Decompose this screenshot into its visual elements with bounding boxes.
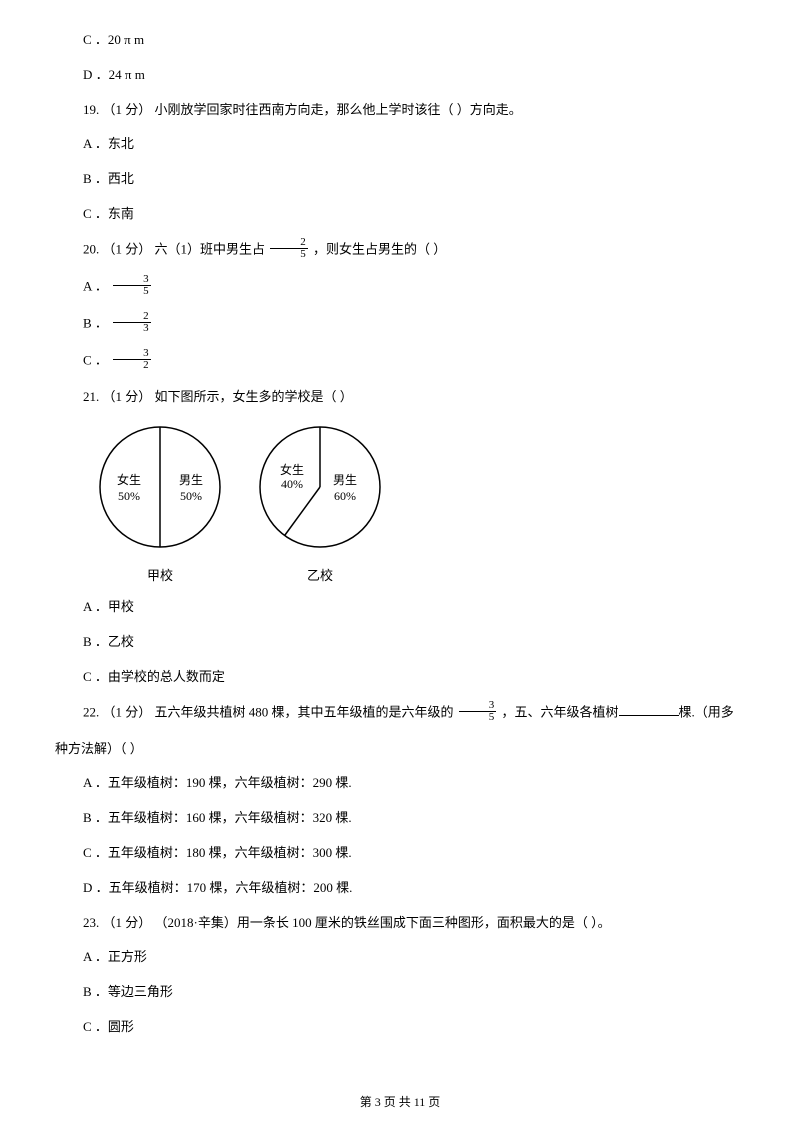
q23-optB: B ．等边三角形: [55, 982, 745, 1003]
q19-optB: B ．西北: [55, 169, 745, 190]
q20-text: 20. （1 分） 六（1）班中男生占 2 5 ，则女生占男生的（ ）: [55, 239, 745, 262]
q23-optC: C ．圆形: [55, 1017, 745, 1038]
opt-label: A ．: [83, 278, 108, 293]
frac-num: 3: [113, 274, 151, 286]
frac-num: 3: [459, 700, 497, 712]
pie2-boy-pct: 60%: [334, 489, 356, 503]
opt-label: B ．: [83, 315, 108, 330]
q20-fracA: 3 5: [113, 274, 151, 297]
frac-num: 2: [270, 237, 308, 249]
frac-den: 2: [113, 360, 151, 371]
pie2-block: 女生 40% 男生 60% 乙校: [255, 422, 385, 588]
pie2-boy-label: 男生: [333, 473, 357, 487]
pie1-girl-pct: 50%: [118, 489, 140, 503]
q21-text: 21. （1 分） 如下图所示，女生多的学校是（ ）: [55, 387, 745, 408]
frac-num: 2: [113, 311, 151, 323]
frac-num: 3: [113, 348, 151, 360]
q19-optA: A ．东北: [55, 134, 745, 155]
q22-text: 22. （1 分） 五六年级共植树 480 棵，其中五年级植的是六年级的 3 5…: [55, 702, 745, 725]
q23-text: 23. （1 分） （2018·辛集）用一条长 100 厘米的铁丝围成下面三种图…: [55, 913, 745, 934]
q21-optC: C ．由学校的总人数而定: [55, 667, 745, 688]
page-footer: 第 3 页 共 11 页: [0, 1093, 800, 1112]
frac-den: 5: [270, 249, 308, 260]
q19-optC: C ．东南: [55, 204, 745, 225]
q20-fracB: 2 3: [113, 311, 151, 334]
pie1-block: 女生 50% 男生 50% 甲校: [95, 422, 225, 588]
pie2-svg: 女生 40% 男生 60%: [255, 422, 385, 552]
q21-optB: B ．乙校: [55, 632, 745, 653]
q20-frac1: 2 5: [270, 237, 308, 260]
q18-optC: C ．20 π m: [55, 30, 745, 51]
q22-pre: 22. （1 分） 五六年级共植树 480 棵，其中五年级植的是六年级的: [83, 704, 457, 719]
q23-optA: A ．正方形: [55, 947, 745, 968]
frac-den: 5: [113, 286, 151, 297]
q22-optD: D ．五年级植树：170 棵，六年级植树：200 棵.: [55, 878, 745, 899]
q22-line2: 种方法解）（ ）: [55, 739, 745, 760]
pie1-girl-label: 女生: [117, 472, 141, 487]
q18-optD: D ．24 π m: [55, 65, 745, 86]
q22-post2: 棵.（用多: [679, 704, 734, 719]
pie-charts: 女生 50% 男生 50% 甲校 女生 40% 男生 60% 乙校: [95, 422, 745, 588]
q22-optB: B ．五年级植树：160 棵，六年级植树：320 棵.: [55, 808, 745, 829]
pie1-boy-pct: 50%: [180, 489, 202, 503]
frac-den: 3: [113, 323, 151, 334]
q19-text: 19. （1 分） 小刚放学回家时往西南方向走，那么他上学时该往（ ）方向走。: [55, 100, 745, 121]
q21-optA: A ．甲校: [55, 597, 745, 618]
opt-label: C ．: [83, 352, 108, 367]
pie1-boy-label: 男生: [179, 473, 203, 487]
pie2-name: 乙校: [255, 566, 385, 587]
pie2-girl-pct: 40%: [281, 477, 303, 491]
q20-optA: A ． 3 5: [55, 276, 745, 299]
pie1-svg: 女生 50% 男生 50%: [95, 422, 225, 552]
q20-pre: 20. （1 分） 六（1）班中男生占: [83, 241, 268, 256]
q20-optC: C ． 3 2: [55, 350, 745, 373]
q20-optB: B ． 2 3: [55, 313, 745, 336]
q20-fracC: 3 2: [113, 348, 151, 371]
pie1-name: 甲校: [95, 566, 225, 587]
q20-post: ，则女生占男生的（ ）: [313, 241, 446, 256]
pie2-girl-label: 女生: [280, 462, 304, 477]
frac-den: 5: [459, 712, 497, 723]
q22-optC: C ．五年级植树：180 棵，六年级植树：300 棵.: [55, 843, 745, 864]
q22-frac: 3 5: [459, 700, 497, 723]
blank: [619, 702, 679, 716]
q22-optA: A ．五年级植树：190 棵，六年级植树：290 棵.: [55, 773, 745, 794]
q22-post1: ，五、六年级各植树: [502, 704, 619, 719]
